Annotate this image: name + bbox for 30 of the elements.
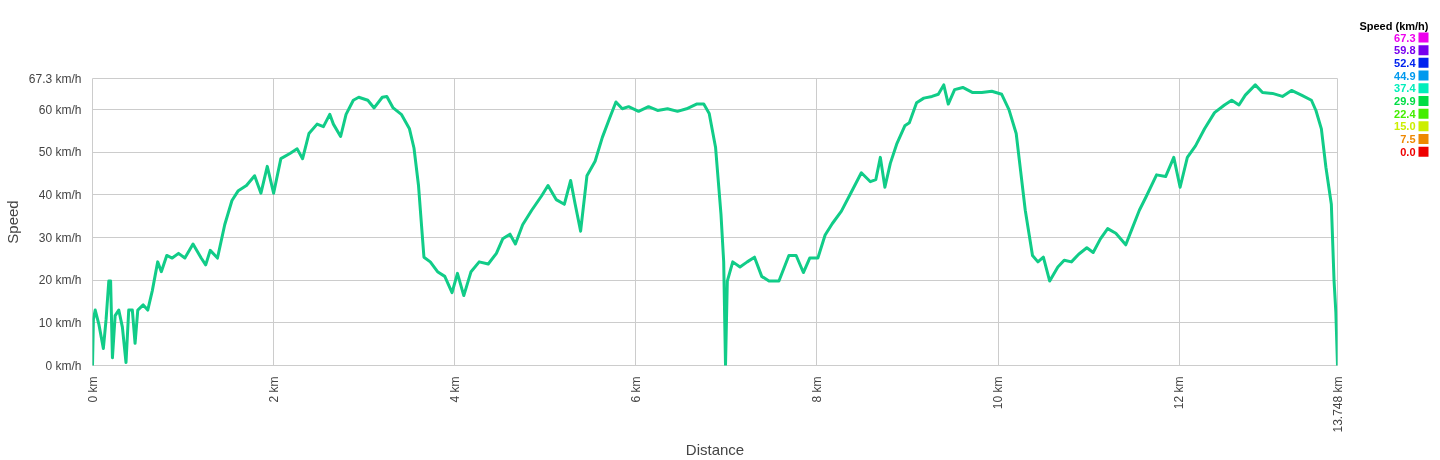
color-bar-label: 59.8	[1394, 44, 1416, 57]
y-tick-label: 10 km/h	[38, 315, 82, 330]
y-tick-label: 0 km/h	[45, 358, 82, 373]
y-tick-label: 50 km/h	[38, 145, 82, 160]
x-axis-title: Distance	[685, 440, 745, 458]
x-tick-label: 12 km	[1172, 376, 1187, 410]
x-tick-label: 2 km	[266, 376, 281, 403]
y-tick-label: 40 km/h	[38, 187, 82, 202]
y-tick-label: 20 km/h	[38, 273, 82, 288]
x-tick-label: 13.748 km	[1330, 376, 1345, 433]
color-bar-label: 37.4	[1394, 82, 1417, 95]
y-tick-label: 30 km/h	[38, 230, 82, 245]
color-bar-label: 67.3	[1394, 31, 1416, 44]
x-tick-label: 8 km	[809, 376, 824, 403]
y-axis-title: Speed	[3, 200, 21, 244]
color-bar-title: Speed (km/h)	[1359, 19, 1429, 32]
color-bar-label: 7.5	[1400, 133, 1416, 146]
x-tick-label: 10 km	[991, 376, 1006, 410]
color-bar-label: 29.9	[1394, 95, 1416, 108]
y-tick-label: 67.3 km/h	[28, 71, 82, 86]
y-tick-label: 60 km/h	[38, 102, 82, 117]
color-bar-label: 22.4	[1394, 107, 1417, 120]
color-bar-label: 15.0	[1394, 120, 1416, 133]
x-tick-label: 4 km	[447, 376, 462, 403]
x-tick-label: 6 km	[628, 376, 643, 403]
color-bar-label: 44.9	[1394, 69, 1416, 82]
color-bar-label: 0.0	[1400, 145, 1416, 158]
x-tick-label: 0 km	[85, 376, 100, 403]
color-bar-label: 52.4	[1394, 56, 1417, 69]
line-series	[92, 83, 1338, 366]
